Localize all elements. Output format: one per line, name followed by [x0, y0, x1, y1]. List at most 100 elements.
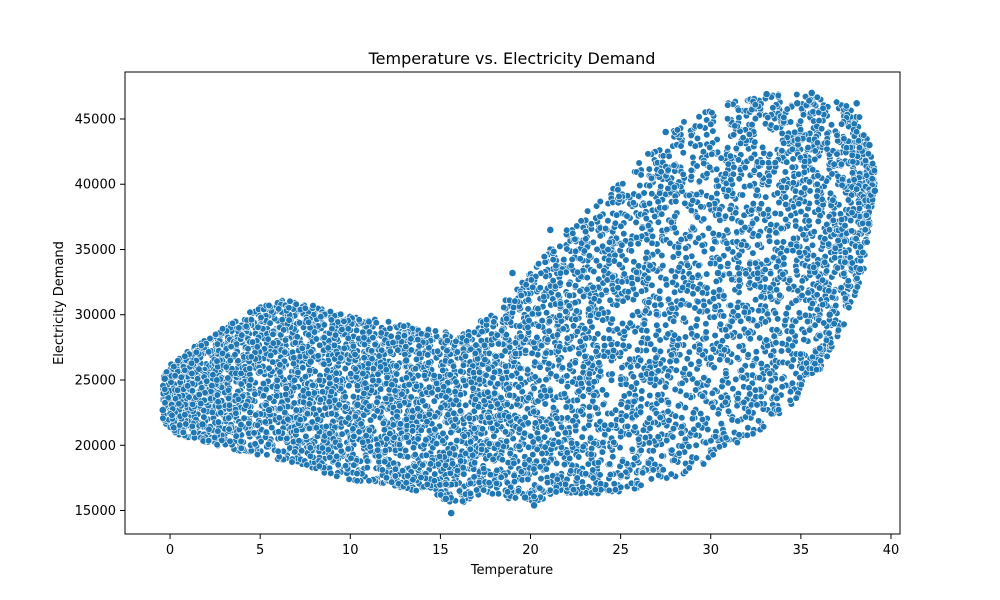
scatter-point: [431, 470, 439, 478]
scatter-point: [792, 267, 801, 275]
scatter-point: [589, 474, 597, 482]
scatter-point: [735, 175, 743, 183]
scatter-point: [738, 191, 747, 199]
scatter-point: [693, 134, 702, 142]
scatter-point: [753, 241, 762, 249]
scatter-point: [265, 364, 273, 372]
scatter-point: [360, 354, 368, 362]
scatter-point: [672, 366, 680, 374]
scatter-point: [698, 415, 707, 424]
scatter-point: [633, 308, 642, 316]
scatter-point: [609, 453, 617, 461]
scatter-point: [462, 401, 470, 409]
scatter-point: [633, 346, 642, 354]
scatter-point: [799, 231, 807, 239]
scatter-point: [656, 336, 664, 344]
scatter-point: [563, 382, 572, 391]
scatter-point: [386, 347, 394, 355]
scatter-point: [751, 296, 760, 304]
scatter-point: [692, 322, 700, 330]
scatter-point: [599, 400, 607, 409]
scatter-point: [698, 241, 706, 249]
scatter-point: [732, 375, 740, 384]
scatter-point: [689, 153, 697, 161]
scatter-point: [742, 270, 750, 278]
scatter-point: [634, 435, 643, 443]
scatter-point: [636, 181, 644, 190]
scatter-point: [208, 408, 216, 417]
scatter-point: [792, 222, 800, 230]
scatter-point: [561, 429, 570, 437]
scatter-point: [595, 359, 603, 367]
scatter-point: [481, 356, 489, 364]
scatter-point: [571, 299, 579, 307]
scatter-point: [853, 274, 861, 283]
scatter-point: [316, 341, 324, 349]
scatter-point: [778, 339, 786, 348]
scatter-point: [596, 232, 604, 240]
scatter-point: [716, 263, 725, 271]
scatter-point: [723, 239, 731, 247]
scatter-point: [587, 220, 596, 228]
scatter-point: [840, 270, 848, 278]
scatter-point: [497, 394, 505, 402]
scatter-point: [664, 295, 673, 303]
scatter-point: [447, 428, 455, 437]
scatter-point: [596, 197, 604, 206]
scatter-point: [724, 144, 732, 152]
scatter-point: [599, 316, 607, 324]
scatter-point: [617, 375, 625, 383]
scatter-point: [762, 193, 770, 201]
scatter-point: [774, 315, 782, 323]
scatter-point: [724, 186, 733, 194]
scatter-point: [283, 434, 291, 443]
scatter-point: [618, 319, 627, 328]
scatter-point: [792, 297, 800, 305]
scatter-point: [629, 373, 638, 381]
scatter-point: [840, 320, 848, 328]
scatter-point: [773, 238, 781, 246]
scatter-point: [536, 284, 544, 292]
scatter-point: [788, 163, 796, 171]
scatter-point: [494, 490, 503, 498]
scatter-point: [567, 467, 575, 475]
scatter-point: [687, 206, 696, 215]
scatter-point: [695, 234, 703, 242]
scatter-point: [597, 480, 605, 488]
scatter-point: [298, 447, 306, 455]
scatter-point: [626, 355, 634, 363]
scatter-point: [662, 281, 671, 289]
scatter-point: [814, 206, 823, 214]
scatter-point: [446, 469, 455, 477]
scatter-point: [788, 379, 797, 387]
scatter-point: [386, 324, 394, 333]
scatter-point: [800, 336, 808, 344]
scatter-point: [752, 348, 760, 356]
scatter-point: [748, 362, 757, 370]
scatter-point: [543, 478, 552, 487]
scatter-point: [529, 438, 537, 446]
scatter-point: [353, 469, 361, 478]
scatter-point: [700, 247, 709, 256]
scatter-point: [785, 285, 793, 293]
scatter-marks: [158, 89, 879, 517]
scatter-point: [554, 430, 562, 438]
scatter-point: [542, 309, 551, 317]
scatter-point: [828, 170, 836, 178]
scatter-point: [347, 454, 355, 462]
scatter-point: [726, 301, 735, 310]
scatter-point: [832, 98, 841, 106]
scatter-point: [825, 240, 833, 248]
scatter-point: [620, 270, 628, 278]
scatter-point: [670, 288, 679, 296]
scatter-point: [344, 325, 352, 333]
scatter-point: [537, 475, 545, 483]
scatter-point: [274, 428, 283, 436]
scatter-point: [295, 319, 304, 327]
scatter-point: [585, 403, 594, 411]
scatter-point: [681, 199, 689, 207]
scatter-point: [394, 346, 402, 354]
scatter-point: [345, 475, 353, 483]
scatter-point: [475, 478, 483, 487]
scatter-point: [827, 121, 836, 129]
